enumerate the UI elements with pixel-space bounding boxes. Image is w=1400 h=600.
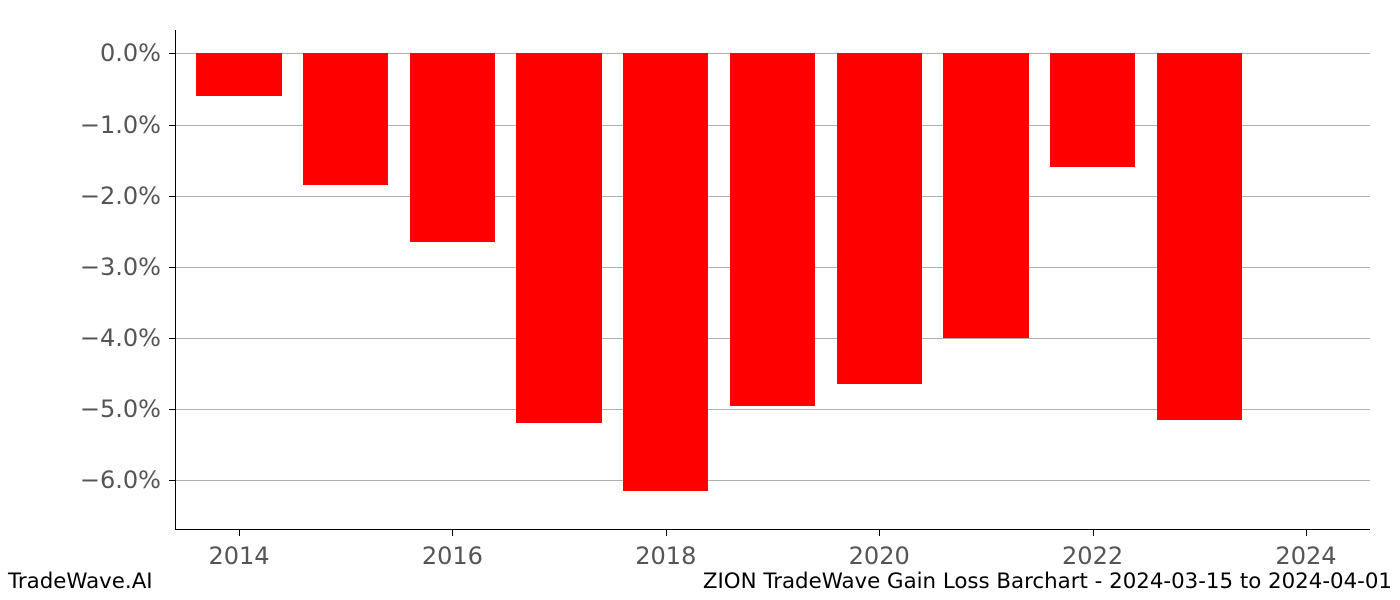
- xtick-label: 2022: [1062, 530, 1123, 570]
- bar: [943, 53, 1028, 337]
- bar: [196, 53, 281, 96]
- bar: [837, 53, 922, 384]
- footer-left-text: TradeWave.AI: [8, 569, 153, 594]
- x-axis-spine: [175, 529, 1370, 530]
- bar: [516, 53, 601, 423]
- bar: [303, 53, 388, 185]
- chart-container: 0.0% −1.0% −2.0% −3.0% −4.0% −5.0% −6.0% 2014 20…: [0, 0, 1400, 600]
- bar: [1050, 53, 1135, 167]
- ytick-label: −3.0%: [80, 253, 175, 281]
- y-axis-spine: [175, 30, 176, 530]
- plot-area: 0.0%−1.0%−2.0%−3.0%−4.0%−5.0%−6.0%201420…: [175, 30, 1370, 530]
- ytick-label: −6.0%: [80, 466, 175, 494]
- footer-right-text: ZION TradeWave Gain Loss Barchart - 2024…: [703, 569, 1392, 594]
- bar: [1157, 53, 1242, 419]
- ytick-label: −5.0%: [80, 395, 175, 423]
- ytick-label: −1.0%: [80, 111, 175, 139]
- xtick-label: 2020: [849, 530, 910, 570]
- bar: [623, 53, 708, 490]
- ytick-label: −2.0%: [80, 182, 175, 210]
- bar: [410, 53, 495, 241]
- xtick-label: 2014: [208, 530, 269, 570]
- xtick-label: 2024: [1275, 530, 1336, 570]
- xtick-label: 2016: [422, 530, 483, 570]
- ytick-label: −4.0%: [80, 324, 175, 352]
- bar: [730, 53, 815, 405]
- xtick-label: 2018: [635, 530, 696, 570]
- ytick-label: 0.0%: [100, 39, 175, 67]
- gridline-y: [175, 480, 1370, 481]
